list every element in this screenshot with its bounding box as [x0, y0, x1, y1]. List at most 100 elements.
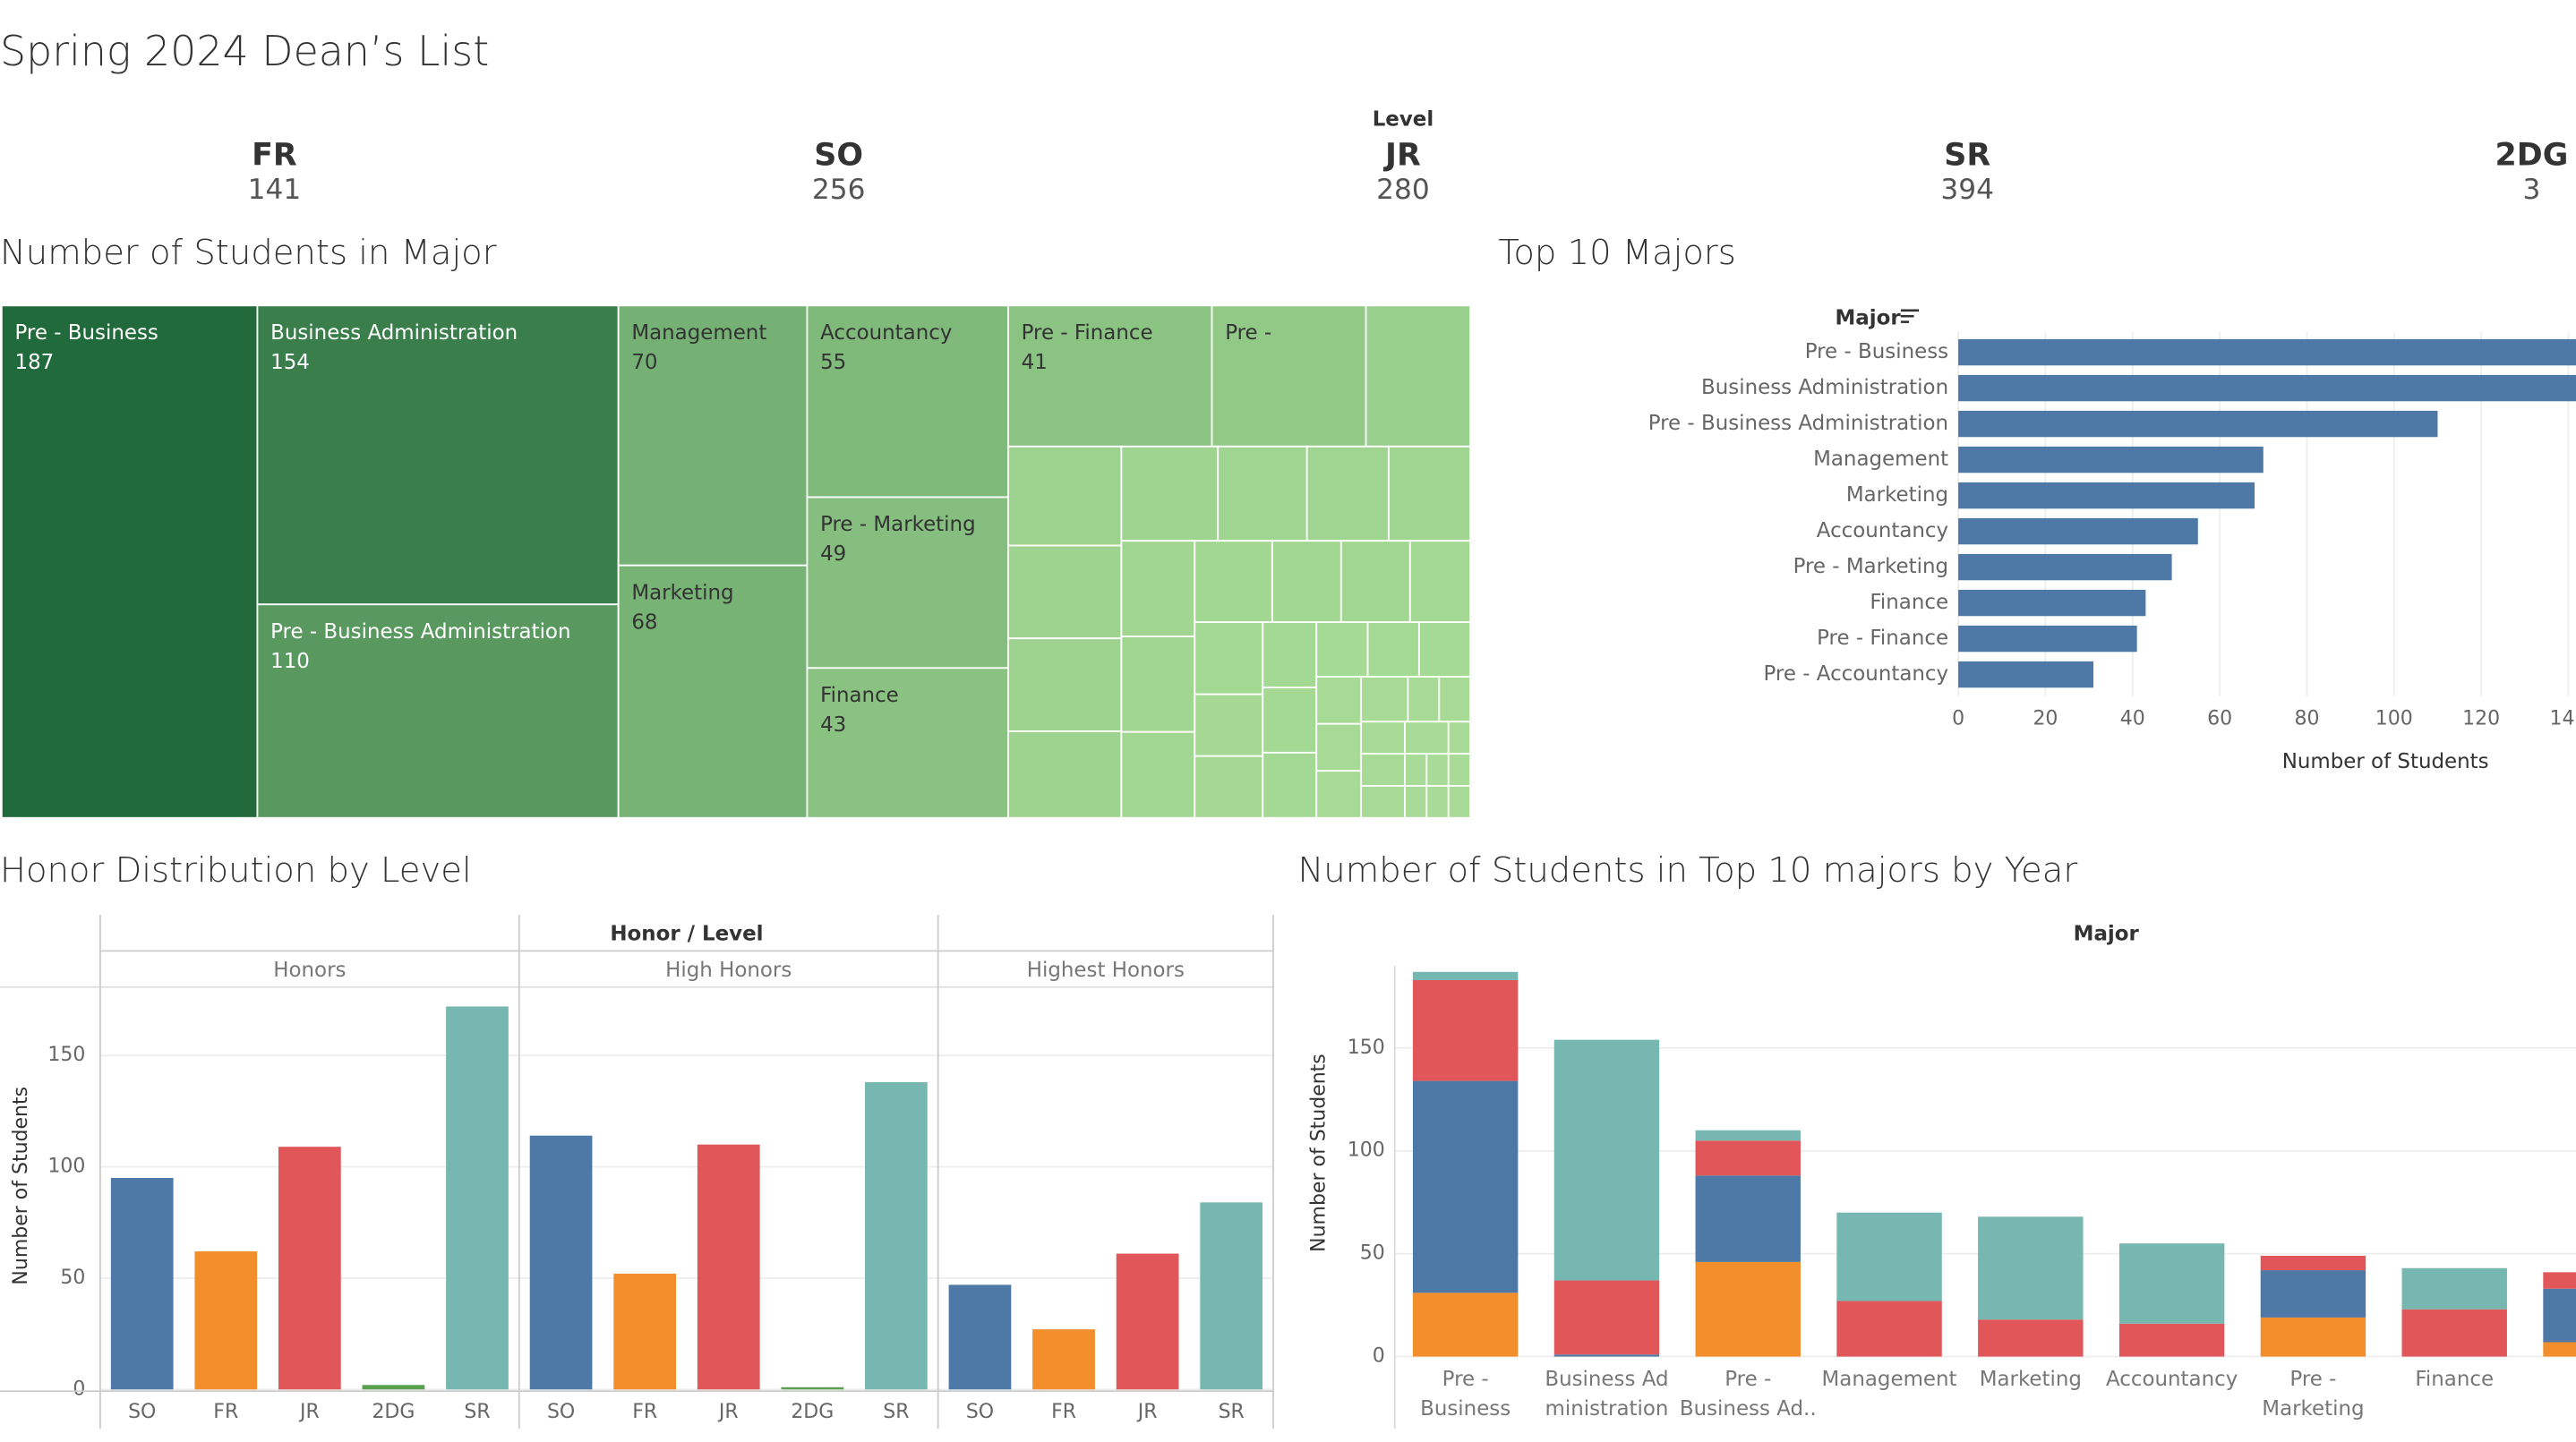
treemap-cell [1360, 785, 1406, 819]
bar-segment [2543, 1342, 2576, 1357]
x-tick-label: JR [1136, 1401, 1158, 1423]
y-tick-label: 150 [1348, 1037, 1385, 1059]
cell-value: 154 [270, 351, 310, 374]
treemap-cell [1315, 676, 1363, 725]
y-tick-label: 100 [1348, 1139, 1385, 1162]
bar-segment [1695, 1175, 1801, 1262]
treemap-cell [1447, 753, 1472, 787]
bar-segment [2260, 1317, 2366, 1357]
y-tick-label: Marketing [1846, 483, 1948, 507]
bar-segment [1836, 1212, 1942, 1301]
bar [1958, 553, 2172, 581]
y-tick-label: 150 [47, 1044, 85, 1066]
treemap-cell [1315, 770, 1363, 819]
cell-value: 187 [15, 351, 55, 374]
bar-segment [1553, 1280, 1660, 1355]
treemap-cell [1305, 445, 1390, 542]
treemap-cell [1366, 621, 1420, 678]
cell-value: 68 [631, 610, 657, 634]
bar-segment [1695, 1140, 1801, 1176]
bar-segment [1412, 979, 1519, 1081]
section-title: Number of Students in Major [0, 233, 497, 273]
bar [362, 1385, 425, 1390]
treemap-cell [1262, 621, 1318, 688]
cell-value: 41 [1022, 351, 1048, 374]
bar-segment [1412, 971, 1519, 980]
x-tick-label: 120 [2462, 708, 2500, 730]
bar-segment [2118, 1323, 2225, 1357]
level-label: 2DG [2495, 137, 2569, 173]
x-tick-label: 140 [2549, 708, 2576, 730]
level-count: 141 [248, 174, 302, 206]
bar [1958, 661, 2093, 688]
treemap-cell [1339, 540, 1411, 624]
treemap-cell [1315, 722, 1363, 772]
treemap-cell [617, 304, 809, 567]
bar [948, 1284, 1012, 1390]
bar [1032, 1329, 1095, 1390]
level-count: 256 [812, 174, 866, 206]
x-tick-label: SR [464, 1401, 490, 1423]
y-tick-label: Finance [1870, 591, 1948, 614]
cell-label: Pre - Finance [1022, 321, 1153, 345]
treemap-cell [1194, 755, 1264, 819]
panel-header: Honor / Level [610, 923, 763, 946]
treemap-cell [1007, 445, 1123, 547]
level-count: 3 [2523, 174, 2541, 206]
bar [1958, 625, 2137, 653]
bar [278, 1147, 341, 1390]
treemap-cell [1417, 621, 1472, 678]
section-title: Number of Students in Top 10 majors by Y… [1298, 850, 2078, 891]
treemap-cell [1120, 445, 1220, 542]
bar-segment [2401, 1309, 2507, 1357]
treemap-cell [1360, 721, 1406, 755]
x-tick-label: Finance [2415, 1368, 2494, 1391]
cell-value: 70 [631, 351, 657, 374]
bar-segment [1978, 1319, 2084, 1357]
treemap-cell [256, 603, 620, 819]
cell-label: Accountancy [820, 321, 952, 345]
x-tick-label: 2DG [791, 1401, 834, 1423]
y-tick-label: Pre - Business [1805, 340, 1948, 363]
bar [1958, 374, 2576, 402]
y-tick-label: Pre - Marketing [1793, 555, 1949, 578]
cell-label: Pre - [1225, 321, 1271, 345]
cell-value: 110 [270, 650, 310, 673]
y-axis-title: Number of Students [1307, 1054, 1330, 1252]
section-title: Top 10 Majors [1498, 233, 1736, 273]
cell-value: 49 [820, 542, 846, 566]
panel-label: High Honors [665, 959, 792, 982]
x-tick-label: SO [966, 1401, 994, 1423]
x-tick-label: SR [1219, 1401, 1245, 1423]
bar-segment [1553, 1039, 1660, 1281]
treemap-cell [1404, 721, 1450, 755]
y-tick-label: 50 [1360, 1242, 1385, 1265]
x-axis-title: Number of Students [2282, 750, 2489, 773]
bar [446, 1006, 509, 1390]
y-tick-label: Management [1813, 448, 1948, 471]
bar [1958, 338, 2576, 366]
bar-segment [2260, 1270, 2366, 1318]
treemap-cell [1262, 687, 1318, 754]
y-tick-label: 0 [73, 1378, 85, 1400]
treemap-cell [1211, 304, 1367, 448]
x-tick-label: FR [632, 1401, 657, 1423]
y-tick-label: 0 [1373, 1345, 1385, 1368]
bar [1958, 446, 2264, 474]
bar-segment [1695, 1130, 1801, 1141]
treemap-cell [806, 496, 1009, 670]
treemap-cell [1194, 540, 1273, 624]
cell-label: Pre - Business [15, 321, 158, 345]
treemap-cell [806, 667, 1009, 819]
x-tick-label: Management [1822, 1368, 1957, 1391]
y-tick-label: Pre - Business Administration [1648, 412, 1948, 435]
bar-segment [1836, 1301, 1942, 1357]
x-tick-label: ministration [1545, 1397, 1669, 1421]
treemap-cell [1425, 785, 1450, 819]
bar [1958, 517, 2198, 545]
treemap-cell [1194, 693, 1264, 757]
bar [1116, 1253, 1179, 1390]
x-tick-label: Pre - [1442, 1368, 1489, 1391]
treemap-cell [1408, 540, 1472, 624]
